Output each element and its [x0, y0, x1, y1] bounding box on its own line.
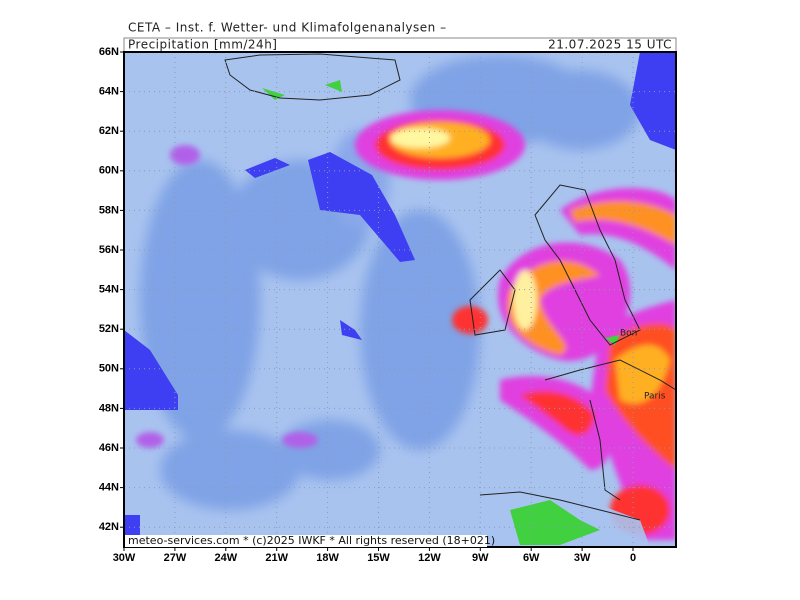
lon-label: 18W [316, 552, 339, 564]
lon-label: 30W [113, 552, 136, 564]
lat-label: 52N [99, 323, 119, 335]
place-label: Bon [620, 329, 637, 339]
lon-label: 21W [265, 552, 288, 564]
lon-label: 15W [367, 552, 390, 564]
lat-label: 46N [99, 442, 119, 454]
lat-label: 64N [99, 86, 119, 98]
lon-label: 6W [523, 552, 540, 564]
place-label: Paris [644, 392, 666, 402]
lat-label: 62N [99, 125, 119, 137]
lat-label: 58N [99, 204, 119, 216]
footer: meteo-services.com * (c)2025 IWKF * All … [128, 534, 495, 547]
lon-label: 27W [164, 552, 187, 564]
lon-label: 24W [214, 552, 237, 564]
lat-label: 56N [99, 244, 119, 256]
lon-label: 3W [574, 552, 591, 564]
valid-time: 21.07.2025 15 UTC [548, 38, 672, 52]
lat-label: 54N [99, 284, 119, 296]
lat-label: 50N [99, 363, 119, 375]
graticule [124, 52, 676, 547]
lat-label: 60N [99, 165, 119, 177]
field-name: Precipitation [mm/24h] [128, 38, 277, 52]
lon-label: 0 [630, 552, 636, 564]
lat-label: 48N [99, 402, 119, 414]
precip-field [124, 52, 676, 547]
footer-box [125, 535, 487, 547]
lon-label: 12W [418, 552, 441, 564]
lat-label: 66N [99, 46, 119, 58]
lat-label: 44N [99, 482, 119, 494]
lon-label: 9W [472, 552, 489, 564]
header-title: CETA – Inst. f. Wetter- und Klimafolgena… [128, 21, 447, 35]
lat-label: 42N [99, 521, 119, 533]
